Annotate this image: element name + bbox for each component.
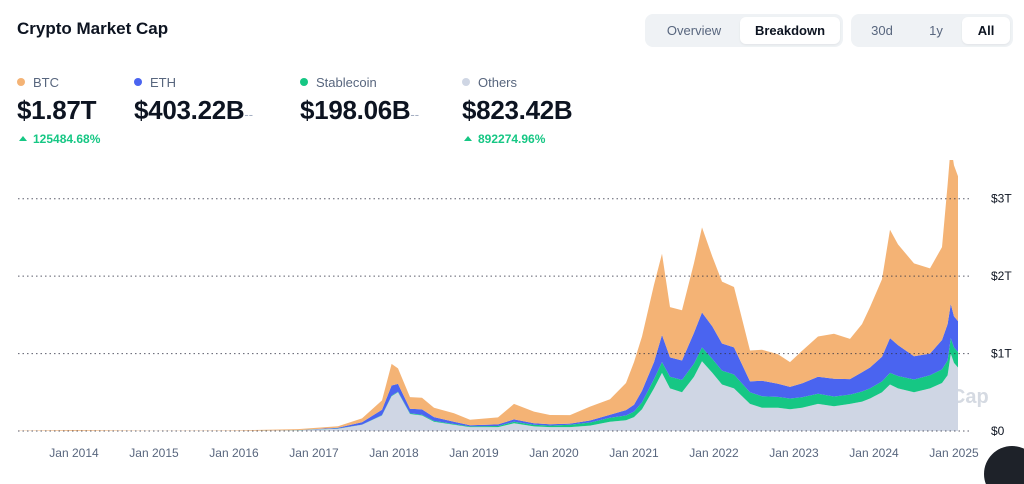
stablecoin-value: $198.06B xyxy=(300,95,411,125)
legend-stablecoin[interactable]: Stablecoin $198.06B-- xyxy=(300,74,419,126)
y-tick-label: $3T xyxy=(991,192,1012,206)
range-1y-button[interactable]: 1y xyxy=(929,23,943,38)
triangle-up-icon xyxy=(464,136,472,141)
tab-overview[interactable]: Overview xyxy=(666,23,722,38)
x-tick-label: Jan 2014 xyxy=(49,446,99,460)
eth-dot-icon xyxy=(134,78,142,86)
page-title: Crypto Market Cap xyxy=(17,19,169,38)
legend-others[interactable]: Others $823.42B 892274.96% xyxy=(462,74,573,146)
others-value: $823.42B xyxy=(462,95,573,125)
range-all-button[interactable]: All xyxy=(962,17,1010,44)
btc-change: 125484.68% xyxy=(17,132,100,146)
eth-value-wrap: $403.22B-- xyxy=(134,95,253,126)
range-30d-button[interactable]: 30d xyxy=(871,23,893,38)
x-tick-label: Jan 2021 xyxy=(609,446,659,460)
tab-breakdown[interactable]: Breakdown xyxy=(740,17,840,44)
stablecoin-dot-icon xyxy=(300,78,308,86)
legend-eth[interactable]: ETH $403.22B-- xyxy=(134,74,253,126)
legend-btc[interactable]: BTC $1.87T 125484.68% xyxy=(17,74,100,146)
x-tick-label: Jan 2020 xyxy=(529,446,579,460)
btc-dot-icon xyxy=(17,78,25,86)
range-toggle: 30d 1y All xyxy=(851,14,1013,47)
x-tick-label: Jan 2019 xyxy=(449,446,499,460)
view-toggle: Overview Breakdown xyxy=(645,14,843,47)
x-tick-label: Jan 2025 xyxy=(929,446,979,460)
legend-label-others: Others xyxy=(478,74,518,90)
x-tick-label: Jan 2024 xyxy=(849,446,899,460)
others-dot-icon xyxy=(462,78,470,86)
stablecoin-value-wrap: $198.06B-- xyxy=(300,95,419,126)
btc-value: $1.87T xyxy=(17,95,97,125)
eth-change-placeholder: -- xyxy=(244,107,254,122)
y-tick-label: $0 xyxy=(991,424,1005,438)
legend-label-stablecoin: Stablecoin xyxy=(316,74,377,90)
btc-change-value: 125484.68% xyxy=(33,132,101,146)
y-tick-label: $1T xyxy=(991,347,1012,361)
stablecoin-change-placeholder: -- xyxy=(410,107,420,122)
triangle-up-icon xyxy=(19,136,27,141)
others-change: 892274.96% xyxy=(462,132,572,146)
eth-value: $403.22B xyxy=(134,95,245,125)
x-tick-label: Jan 2018 xyxy=(369,446,419,460)
x-tick-label: Jan 2015 xyxy=(129,446,179,460)
legend-label-btc: BTC xyxy=(33,74,59,90)
x-tick-label: Jan 2023 xyxy=(769,446,819,460)
legend-label-eth: ETH xyxy=(150,74,176,90)
x-tick-label: Jan 2016 xyxy=(209,446,259,460)
x-tick-label: Jan 2022 xyxy=(689,446,739,460)
y-tick-label: $2T xyxy=(991,269,1012,283)
series-area-others xyxy=(18,353,958,431)
others-change-value: 892274.96% xyxy=(478,132,546,146)
x-tick-label: Jan 2017 xyxy=(289,446,339,460)
